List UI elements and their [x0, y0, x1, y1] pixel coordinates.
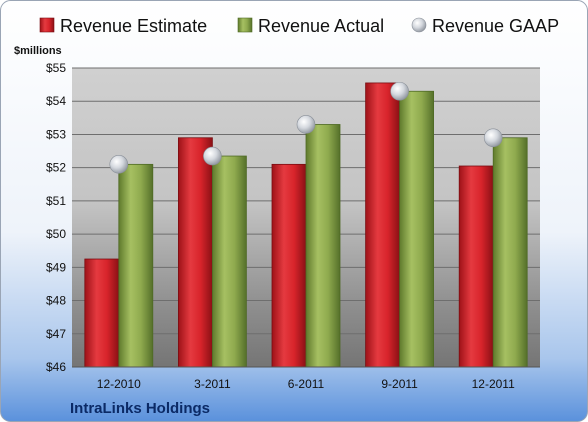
y-tick-label: $52: [46, 161, 66, 175]
y-tick-label: $46: [46, 360, 66, 374]
bar-revenue-actual-9-2011: [399, 90, 435, 368]
bar-revenue-actual-6-2011: [305, 124, 341, 368]
x-tick-label: 12-2010: [97, 377, 141, 391]
y-tick-label: $53: [46, 127, 66, 141]
y-tick-label: $54: [46, 94, 66, 108]
bars: [84, 82, 528, 368]
company-name: IntraLinks Holdings: [70, 400, 210, 417]
marker-revenue-gaap-6-2011: [296, 115, 316, 134]
y-tick-label: $51: [46, 194, 66, 208]
y-axis-unit-label: $millions: [14, 45, 62, 57]
legend-label: Revenue GAAP: [432, 16, 559, 36]
bar-revenue-estimate-3-2011: [177, 137, 213, 368]
y-tick-label: $48: [46, 294, 66, 308]
y-tick-label: $50: [46, 227, 66, 241]
bar-revenue-estimate-12-2011: [458, 165, 494, 368]
bar-revenue-estimate-9-2011: [365, 82, 401, 368]
marker-revenue-gaap-3-2011: [203, 146, 222, 166]
marker-revenue-gaap-12-2010: [109, 155, 129, 174]
y-tick-label: $49: [46, 260, 66, 274]
legend-swatch-revenue-gaap: [411, 17, 427, 33]
legend: Revenue Estimate Revenue Actual Revenue GA…: [39, 16, 559, 36]
x-tick-label: 9-2011: [381, 377, 418, 391]
x-axis-ticks: 12-2010 3-2011 6-2011 9-2011 12-2011: [97, 377, 515, 391]
bar-revenue-estimate-6-2011: [271, 163, 307, 368]
marker-revenue-gaap-9-2011: [390, 81, 409, 101]
marker-revenue-gaap-12-2011: [483, 128, 503, 148]
bar-revenue-estimate-12-2010: [84, 258, 120, 368]
y-tick-label: $47: [46, 327, 66, 341]
legend-swatch-revenue-estimate: [39, 17, 55, 33]
legend-swatch-revenue-actual: [237, 17, 253, 33]
y-axis-ticks: $46 $47 $48 $49 $50 $51 $52 $53 $54 $55: [46, 61, 66, 374]
x-tick-label: 3-2011: [194, 377, 231, 391]
legend-label: Revenue Estimate: [60, 16, 207, 36]
y-tick-label: $55: [46, 61, 66, 75]
x-tick-label: 6-2011: [288, 377, 325, 391]
bar-revenue-actual-3-2011: [211, 155, 247, 368]
bar-revenue-actual-12-2011: [492, 137, 528, 368]
legend-label: Revenue Actual: [258, 16, 384, 36]
x-tick-label: 12-2011: [472, 377, 515, 391]
gaap-markers: [109, 81, 503, 174]
bar-revenue-actual-12-2010: [118, 163, 154, 368]
